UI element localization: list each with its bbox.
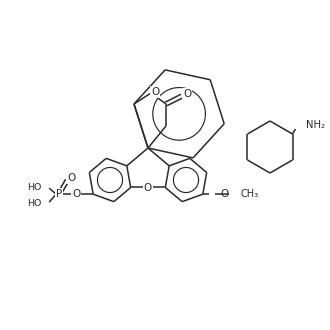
Text: CH₃: CH₃: [241, 189, 259, 199]
Text: HO: HO: [27, 199, 41, 208]
Text: O: O: [151, 87, 159, 97]
Text: P: P: [56, 189, 62, 199]
Text: O: O: [221, 189, 229, 199]
Text: NH₂: NH₂: [306, 120, 324, 130]
Text: O: O: [144, 183, 152, 193]
Text: O: O: [72, 189, 80, 199]
Text: O: O: [183, 89, 191, 99]
Text: HO: HO: [27, 183, 41, 192]
Text: O: O: [67, 173, 75, 183]
